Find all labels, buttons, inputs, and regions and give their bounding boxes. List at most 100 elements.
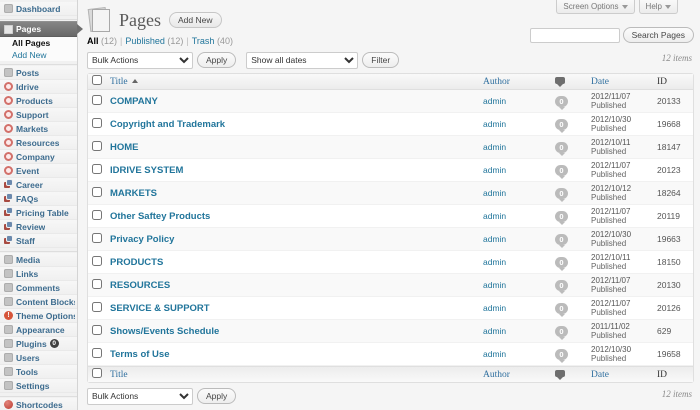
sidebar-item-event[interactable]: Event [0, 164, 77, 178]
comment-count[interactable]: 0 [555, 95, 568, 110]
page-title-link[interactable]: Privacy Policy [110, 233, 175, 245]
sidebar-item-pages[interactable]: Pages [0, 21, 83, 37]
page-title-link[interactable]: Other Saftey Products [110, 210, 211, 222]
comment-count[interactable]: 0 [555, 233, 568, 248]
page-title-link[interactable]: HOME [110, 141, 139, 153]
search-pages-button[interactable]: Search Pages [622, 27, 694, 43]
search-input[interactable] [529, 27, 620, 43]
sidebar-item-settings[interactable]: Settings [0, 379, 77, 393]
select-all-checkbox[interactable] [92, 368, 102, 378]
page-title-link[interactable]: COMPANY [110, 95, 158, 107]
sidebar-item-markets[interactable]: Markets [0, 122, 77, 136]
view-link-all[interactable]: All (12) [87, 36, 117, 46]
page-title-link[interactable]: RESOURCES [110, 279, 171, 291]
page-title-link[interactable]: PRODUCTS [110, 256, 164, 268]
column-author[interactable]: Author [479, 366, 551, 382]
row-checkbox[interactable] [92, 325, 102, 335]
sidebar-item-links[interactable]: Links [0, 267, 77, 281]
row-checkbox[interactable] [92, 256, 102, 266]
row-checkbox[interactable] [92, 210, 102, 220]
author-link[interactable]: admin [483, 257, 507, 267]
row-checkbox[interactable] [92, 233, 102, 243]
author-link[interactable]: admin [483, 280, 507, 290]
select-all-checkbox[interactable] [92, 75, 102, 85]
bulk-actions-select-bottom[interactable]: Bulk Actions [87, 387, 193, 405]
column-comments[interactable] [551, 74, 587, 90]
sidebar-item-company[interactable]: Company [0, 150, 77, 164]
sidebar-item-support[interactable]: Support [0, 108, 77, 122]
sidebar-item-media[interactable]: Media [0, 253, 77, 267]
row-checkbox[interactable] [92, 187, 102, 197]
sidebar-item-content-blocks[interactable]: Content Blocks [0, 295, 77, 309]
author-link[interactable]: admin [483, 165, 507, 175]
comment-count[interactable]: 0 [555, 141, 568, 156]
sidebar-item-users[interactable]: Users [0, 351, 77, 365]
sidebar-item-idrive[interactable]: Idrive [0, 80, 77, 94]
comment-count[interactable]: 0 [555, 325, 568, 340]
sidebar-item-shortcodes[interactable]: Shortcodes [0, 398, 77, 410]
filter-button[interactable]: Filter [362, 52, 400, 68]
author-link[interactable]: admin [483, 142, 507, 152]
column-title[interactable]: Title [106, 366, 479, 382]
column-title[interactable]: Title [106, 74, 479, 90]
bulk-actions-select[interactable]: Bulk Actions [87, 51, 193, 69]
author-link[interactable]: admin [483, 96, 507, 106]
apply-button[interactable]: Apply [197, 52, 237, 68]
row-checkbox[interactable] [92, 302, 102, 312]
author-link[interactable]: admin [483, 211, 507, 221]
add-new-button[interactable]: Add New [169, 12, 222, 28]
comment-count[interactable]: 0 [555, 302, 568, 317]
author-link[interactable]: admin [483, 326, 507, 336]
sidebar-item-theme-options[interactable]: Theme Options [0, 309, 77, 323]
comment-count[interactable]: 0 [555, 348, 568, 363]
row-checkbox[interactable] [92, 95, 102, 105]
comment-count[interactable]: 0 [555, 279, 568, 294]
sidebar-item-review[interactable]: Review [0, 220, 77, 234]
author-link[interactable]: admin [483, 349, 507, 359]
row-checkbox[interactable] [92, 348, 102, 358]
sidebar-item-resources[interactable]: Resources [0, 136, 77, 150]
column-date[interactable]: Date [587, 366, 653, 382]
row-checkbox[interactable] [92, 279, 102, 289]
page-title-link[interactable]: Shows/Events Schedule [110, 325, 220, 337]
row-checkbox[interactable] [92, 141, 102, 151]
sidebar-item-posts[interactable]: Posts [0, 66, 77, 80]
page-title-link[interactable]: Terms of Use [110, 348, 170, 360]
screen-options-tab[interactable]: Screen Options [556, 0, 635, 14]
row-checkbox[interactable] [92, 118, 102, 128]
row-checkbox[interactable] [92, 164, 102, 174]
sidebar-item-pricing-table[interactable]: Pricing Table [0, 206, 77, 220]
page-title-link[interactable]: SERVICE & SUPPORT [110, 302, 210, 314]
sidebar-item-add-new[interactable]: Add New [0, 49, 77, 61]
comment-count[interactable]: 0 [555, 118, 568, 133]
author-link[interactable]: admin [483, 188, 507, 198]
author-link[interactable]: admin [483, 234, 507, 244]
comment-count[interactable]: 0 [555, 187, 568, 202]
column-comments[interactable] [551, 366, 587, 382]
sidebar-item-dashboard[interactable]: Dashboard [0, 2, 77, 16]
comment-count[interactable]: 0 [555, 210, 568, 225]
sidebar-item-appearance[interactable]: Appearance [0, 323, 77, 337]
column-author[interactable]: Author [479, 74, 551, 90]
sidebar-item-staff[interactable]: Staff [0, 234, 77, 248]
comment-count[interactable]: 0 [555, 164, 568, 179]
author-link[interactable]: admin [483, 119, 507, 129]
page-title-link[interactable]: Copyright and Trademark [110, 118, 226, 130]
sidebar-item-products[interactable]: Products [0, 94, 77, 108]
sidebar-item-comments[interactable]: Comments [0, 281, 77, 295]
sidebar-item-tools[interactable]: Tools [0, 365, 77, 379]
sidebar-item-faqs[interactable]: FAQs [0, 192, 77, 206]
help-tab[interactable]: Help [638, 0, 678, 14]
author-link[interactable]: admin [483, 303, 507, 313]
dates-filter-select[interactable]: Show all dates [246, 51, 359, 69]
sidebar-item-career[interactable]: Career [0, 178, 77, 192]
column-date[interactable]: Date [587, 74, 653, 90]
sidebar-item-all-pages[interactable]: All Pages [0, 37, 77, 49]
apply-button-bottom[interactable]: Apply [197, 388, 237, 404]
sidebar-item-plugins[interactable]: Plugins 0 [0, 337, 77, 351]
view-link-trash[interactable]: Trash (40) [192, 36, 233, 46]
page-title-link[interactable]: IDRIVE SYSTEM [110, 164, 184, 176]
page-title-link[interactable]: MARKETS [110, 187, 157, 199]
comment-count[interactable]: 0 [555, 256, 568, 271]
view-link-published[interactable]: Published (12) [125, 36, 183, 46]
